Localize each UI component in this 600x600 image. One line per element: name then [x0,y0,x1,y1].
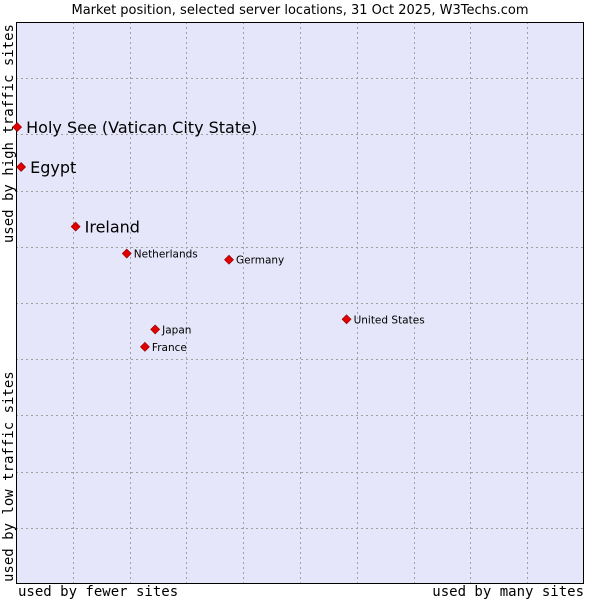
data-point: France [140,341,187,354]
data-point-label: Ireland [85,218,140,237]
data-point-marker [224,254,234,265]
data-point-label: France [152,342,187,354]
x-axis-label-high: used by many sites [432,584,584,600]
data-point: Egypt [16,158,76,177]
data-point: Ireland [70,218,140,237]
data-point-label: Netherlands [134,249,198,261]
data-point-marker [12,122,23,133]
plot-border [16,22,584,584]
data-point-label: Egypt [30,158,76,177]
data-point-label: United States [354,314,425,326]
data-points: Holy See (Vatican City State) Egypt Irelan… [12,118,425,354]
chart-title: Market position, selected server locatio… [71,3,528,18]
data-point-label: Holy See (Vatican City State) [26,118,257,137]
data-point-label: Japan [161,324,191,336]
y-axis-label-low: used by low traffic sites [1,371,17,582]
grid-lines [16,22,584,584]
data-point: Netherlands [121,248,198,261]
data-point: United States [341,314,425,326]
data-point: Holy See (Vatican City State) [12,118,257,137]
data-point: Japan [150,324,191,336]
data-point: Germany [224,254,284,267]
data-point-marker [16,162,27,172]
data-point-marker [341,314,352,325]
data-point-label: Germany [236,255,284,267]
data-point-marker [150,324,161,335]
data-point-marker [140,341,150,352]
y-axis-label-high: used by high traffic sites [1,24,17,243]
data-point-marker [121,248,132,259]
x-axis-label-low: used by fewer sites [18,584,178,600]
data-point-marker [70,221,81,232]
